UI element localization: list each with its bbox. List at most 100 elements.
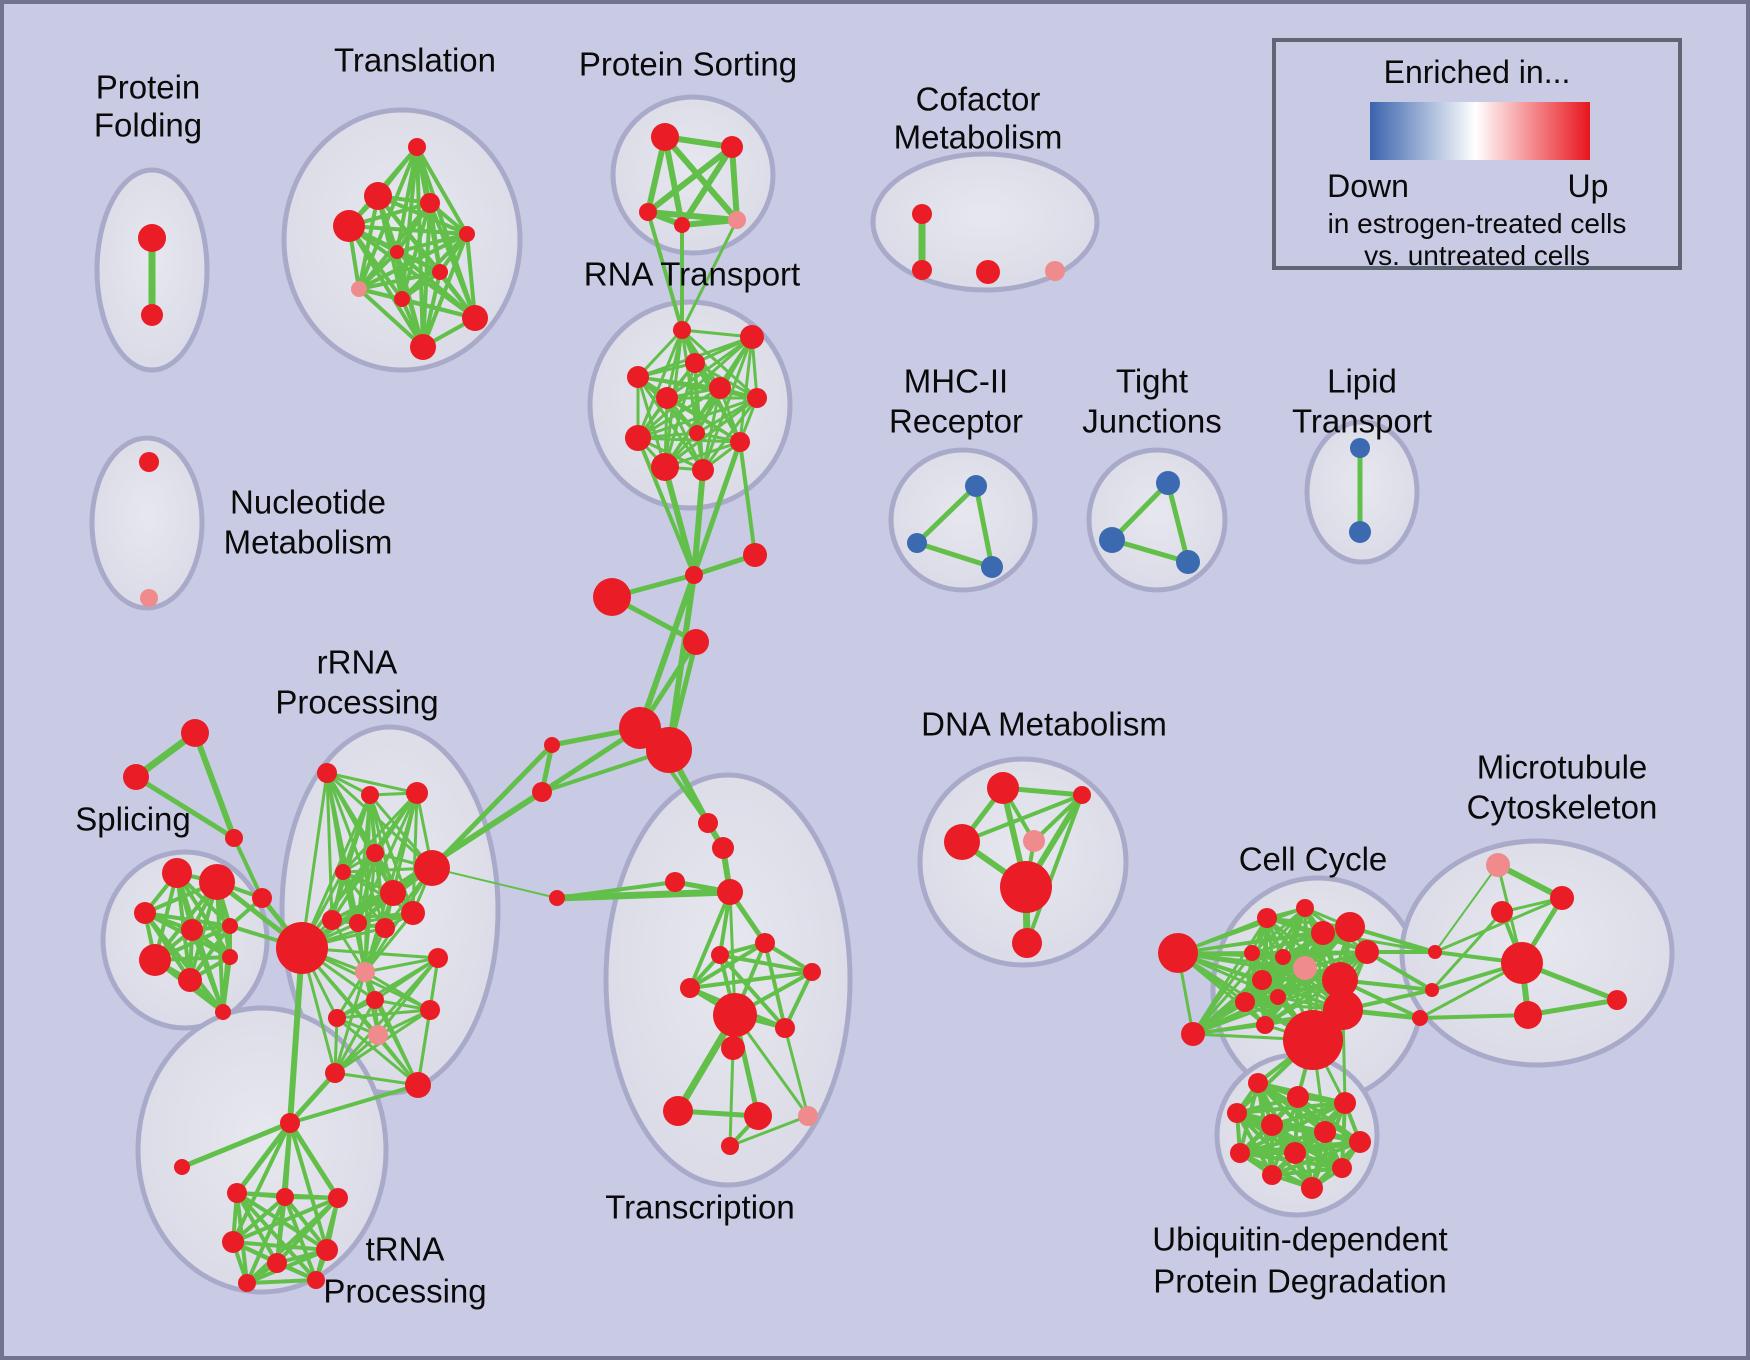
node-trna-6 (316, 1239, 338, 1261)
node-transcription-4 (711, 946, 729, 964)
edge (428, 201, 477, 320)
edge (662, 464, 697, 578)
node-micro-6 (1428, 945, 1442, 959)
node-translation-8 (394, 291, 410, 307)
edge (665, 335, 754, 400)
node-splicing-5 (139, 944, 171, 976)
cluster-label-cofactor-line2: Metabolism (894, 119, 1063, 156)
edge (363, 970, 432, 1012)
node-free-11 (549, 890, 565, 906)
node-cellcycle-8 (1275, 949, 1291, 965)
node-rrna-15 (366, 991, 384, 1009)
edge (728, 1046, 735, 1148)
edge (143, 911, 225, 1014)
node-nucleotide-1 (140, 589, 158, 607)
cluster-label-trna-line2: Processing (323, 1273, 486, 1310)
cluster-label-trna-line1: tRNA (366, 1231, 445, 1268)
node-trna-4 (328, 1188, 348, 1208)
node-tight-2 (1176, 550, 1200, 574)
node-splicing-6 (178, 968, 202, 992)
edge (1176, 906, 1307, 955)
edge (1430, 910, 1504, 992)
edge (231, 1195, 287, 1244)
node-splicing-2 (134, 902, 156, 924)
edge (325, 771, 419, 795)
edge (221, 955, 232, 1014)
node-rna-0 (673, 321, 691, 339)
node-tight-0 (1156, 471, 1180, 495)
node-rrna-9 (375, 918, 395, 938)
edge (636, 436, 742, 444)
edge (245, 1195, 287, 1285)
edge (235, 1191, 318, 1282)
edge (1191, 1023, 1267, 1036)
edge (373, 998, 420, 1087)
edge (636, 436, 696, 577)
node-splicing-3 (181, 919, 203, 941)
cluster-label-rrna-line2: Processing (275, 684, 438, 721)
edge (680, 218, 739, 332)
node-rrna-7 (322, 910, 342, 930)
legend-title: Enriched in... (1383, 54, 1571, 90)
node-transcription-6 (680, 978, 700, 998)
node-ubiquitin-5 (1314, 1121, 1336, 1143)
node-rrna-17 (428, 948, 448, 968)
node-splicing-0 (162, 858, 192, 888)
node-transcription-11 (663, 1096, 693, 1126)
edge (373, 956, 440, 1002)
edge (179, 1120, 293, 1170)
node-rrna-10 (401, 901, 425, 925)
node-ubiquitin-8 (1284, 1142, 1306, 1164)
edge (701, 386, 722, 472)
node-transcription-8 (721, 1036, 745, 1060)
legend-gradient-bar (1370, 102, 1590, 160)
node-rna-9 (730, 432, 750, 452)
edge (636, 375, 667, 469)
node-rrna-2 (406, 782, 428, 804)
node-transcription-12 (744, 1102, 772, 1130)
edge (645, 144, 735, 215)
cluster-label-cellcycle-line1: Cell Cycle (1239, 841, 1388, 878)
edge (701, 335, 754, 472)
node-splicing-1 (199, 864, 235, 900)
node-translation-4 (459, 226, 475, 242)
cluster-label-folding-line1: Protein (96, 69, 201, 106)
edge (1238, 1130, 1327, 1155)
edge (1165, 480, 1191, 565)
node-translation-10 (410, 334, 436, 360)
edge (416, 956, 440, 1087)
cluster-label-splicing-line1: Splicing (75, 801, 191, 838)
edge (330, 918, 367, 974)
node-trna-0 (280, 1113, 300, 1133)
node-translation-7 (351, 281, 367, 297)
node-translation-5 (390, 245, 404, 259)
node-micro-8 (1412, 1010, 1428, 1026)
node-free-4 (685, 566, 703, 584)
node-cellcycle-12 (1235, 992, 1255, 1012)
node-free-6 (683, 629, 709, 655)
edge (701, 396, 759, 472)
edge (333, 998, 377, 1075)
node-ubiquitin-10 (1262, 1165, 1282, 1185)
edge (691, 439, 743, 578)
node-transcription-5 (755, 933, 775, 953)
edge (341, 791, 419, 874)
cluster-ellipse-nucleotide (89, 435, 205, 611)
node-ubiquitin-3 (1334, 1092, 1356, 1114)
edge (636, 328, 684, 440)
node-cellcycle-16 (1256, 1016, 1274, 1034)
edge (646, 210, 684, 332)
node-rrna-8 (349, 914, 367, 932)
node-free-1 (123, 764, 149, 790)
edge (347, 224, 425, 349)
cluster-label-mhc-line2: Receptor (889, 403, 1023, 440)
node-translation-9 (462, 305, 488, 331)
edge (335, 1016, 420, 1087)
cluster-label-lipid-line1: Lipid (1327, 363, 1397, 400)
node-rna-1 (740, 325, 764, 349)
node-tight-1 (1099, 527, 1125, 553)
node-cellcycle-5 (1335, 912, 1365, 942)
node-cellcycle-11 (1322, 962, 1358, 998)
